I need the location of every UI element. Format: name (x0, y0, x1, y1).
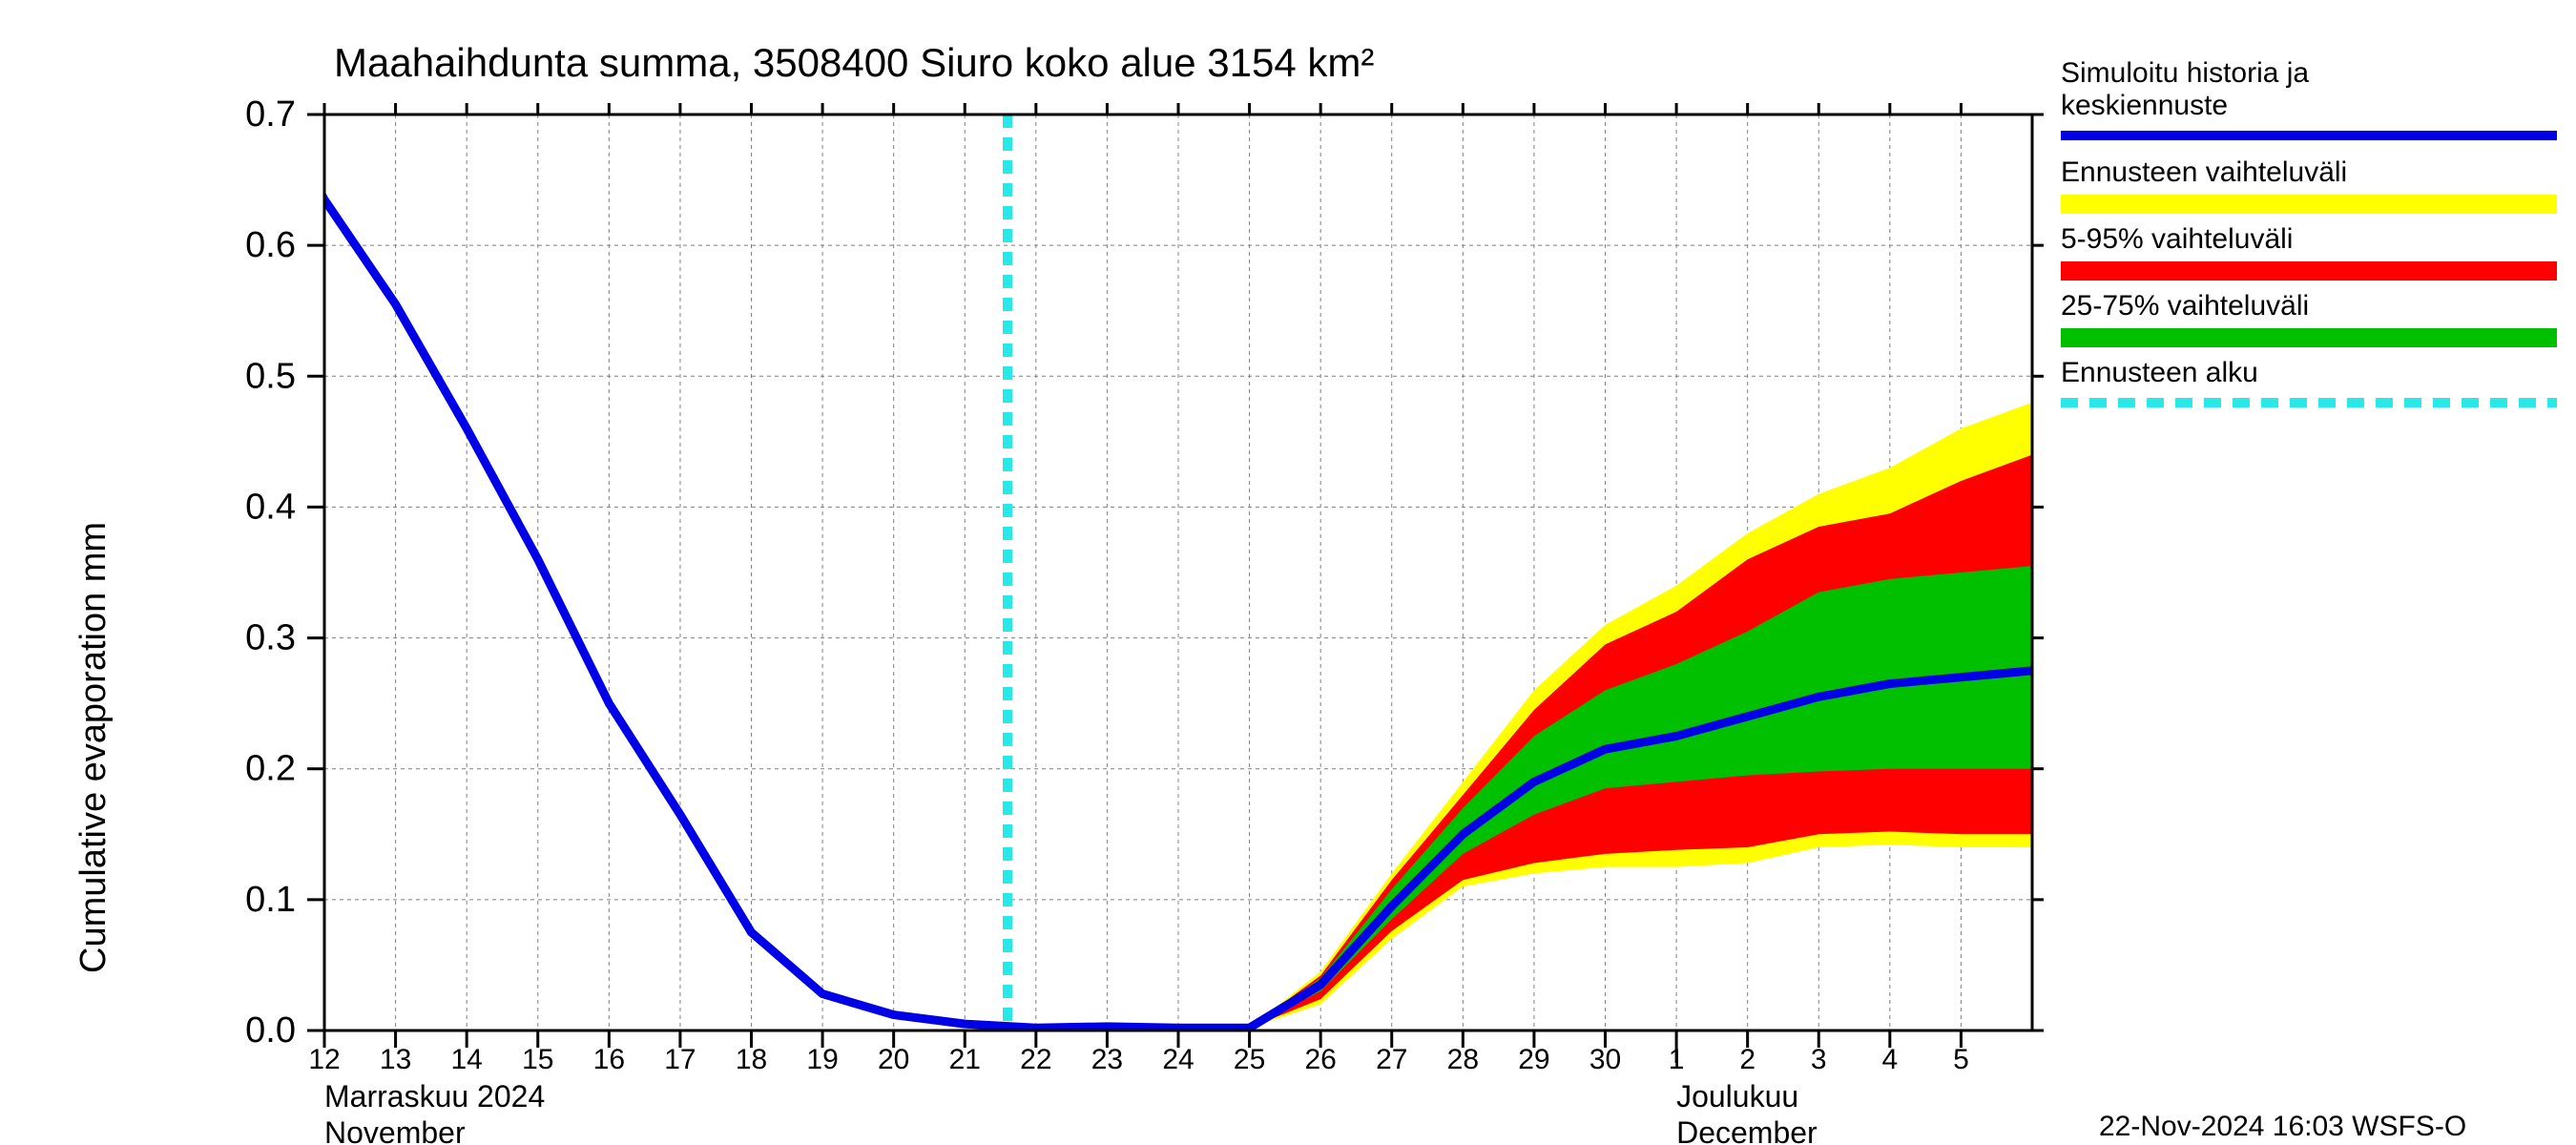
legend-label: Ennusteen vaihteluväli (2061, 156, 2347, 188)
legend-swatch-band (2061, 328, 2557, 347)
y-tick-label: 0.1 (245, 880, 296, 920)
y-tick-label: 0.6 (245, 225, 296, 265)
x-tick-label: 1 (1669, 1044, 1685, 1075)
x-tick-label: 22 (1020, 1044, 1051, 1075)
x-tick-label: 20 (878, 1044, 909, 1075)
y-axis-label: Cumulative evaporation mm (73, 522, 114, 973)
chart-svg: 0.00.10.20.30.40.50.60.71213141516171819… (0, 0, 2576, 1145)
month-label-fi: Marraskuu 2024 (324, 1079, 545, 1114)
legend-swatch-band (2061, 261, 2557, 281)
x-tick-label: 27 (1376, 1044, 1407, 1075)
y-tick-label: 0.7 (245, 94, 296, 135)
chart-title: Maahaihdunta summa, 3508400 Siuro koko a… (334, 40, 1374, 85)
x-tick-label: 4 (1881, 1044, 1898, 1075)
x-tick-label: 3 (1811, 1044, 1827, 1075)
x-tick-label: 2 (1739, 1044, 1755, 1075)
legend-label: 25-75% vaihteluväli (2061, 290, 2309, 322)
month-label-en: December (1676, 1115, 1818, 1145)
footer-timestamp: 22-Nov-2024 16:03 WSFS-O (2099, 1111, 2466, 1142)
x-tick-label: 28 (1447, 1044, 1479, 1075)
x-tick-label: 29 (1518, 1044, 1549, 1075)
legend-swatch-band (2061, 195, 2557, 214)
x-tick-label: 18 (736, 1044, 767, 1075)
x-tick-label: 25 (1234, 1044, 1265, 1075)
x-tick-label: 30 (1589, 1044, 1621, 1075)
legend-label: 5-95% vaihteluväli (2061, 223, 2293, 255)
x-tick-label: 17 (664, 1044, 696, 1075)
x-tick-label: 13 (380, 1044, 411, 1075)
y-tick-label: 0.5 (245, 356, 296, 396)
month-label-fi: Joulukuu (1676, 1079, 1798, 1114)
legend-label: Ennusteen alku (2061, 357, 2258, 388)
y-tick-label: 0.3 (245, 618, 296, 658)
x-tick-label: 21 (949, 1044, 981, 1075)
x-tick-label: 5 (1953, 1044, 1969, 1075)
y-tick-label: 0.4 (245, 487, 296, 527)
x-tick-label: 24 (1162, 1044, 1194, 1075)
x-tick-label: 14 (450, 1044, 482, 1075)
x-tick-label: 23 (1091, 1044, 1123, 1075)
month-label-en: November (324, 1115, 466, 1145)
y-tick-label: 0.0 (245, 1010, 296, 1051)
x-tick-label: 12 (308, 1044, 340, 1075)
x-tick-label: 15 (522, 1044, 553, 1075)
x-tick-label: 19 (806, 1044, 838, 1075)
legend-label: keskiennuste (2061, 90, 2228, 121)
legend-label: Simuloitu historia ja (2061, 57, 2309, 89)
chart-container: 0.00.10.20.30.40.50.60.71213141516171819… (0, 0, 2576, 1145)
x-tick-label: 26 (1304, 1044, 1336, 1075)
x-tick-label: 16 (593, 1044, 625, 1075)
y-tick-label: 0.2 (245, 749, 296, 789)
